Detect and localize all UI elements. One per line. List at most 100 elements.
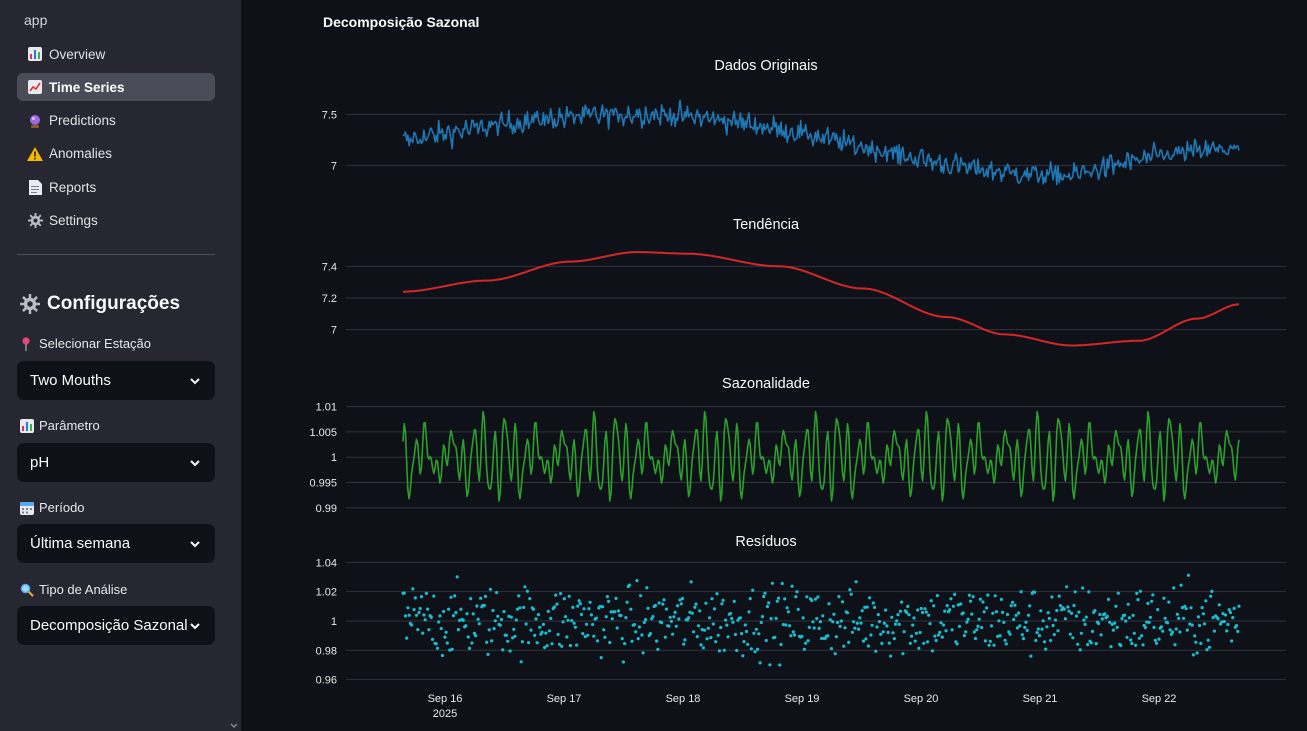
- residual-point: [927, 613, 931, 617]
- residual-point: [1225, 629, 1229, 633]
- residual-point: [748, 597, 752, 601]
- residual-point: [981, 600, 985, 604]
- residual-point: [1180, 606, 1184, 610]
- residual-point: [717, 649, 721, 653]
- residual-point: [1209, 594, 1213, 598]
- residual-point: [465, 612, 469, 616]
- residual-point: [812, 626, 816, 630]
- residual-point: [535, 641, 539, 645]
- residual-point: [811, 620, 815, 624]
- residual-point: [683, 638, 687, 642]
- residual-point: [871, 601, 875, 605]
- nav-item-reports[interactable]: Reports: [17, 173, 215, 201]
- residual-point: [573, 625, 577, 629]
- residual-point: [587, 607, 591, 611]
- residual-point: [657, 601, 661, 605]
- nav-item-predictions[interactable]: Predictions: [17, 107, 215, 135]
- residual-point: [925, 640, 930, 644]
- nav-item-anomalies[interactable]: Anomalies: [17, 140, 215, 168]
- bar-chart-icon: [20, 418, 34, 433]
- residual-point: [781, 623, 786, 627]
- residual-point: [589, 613, 593, 617]
- sidebar-scroll-chevron-icon[interactable]: [229, 721, 239, 731]
- app-label[interactable]: app: [24, 12, 48, 28]
- residual-point: [948, 608, 952, 612]
- residual-point: [614, 596, 618, 601]
- residual-point: [720, 602, 724, 606]
- residual-point: [924, 610, 928, 614]
- residual-point: [1182, 616, 1186, 620]
- residual-point: [461, 618, 465, 623]
- x-tick-label: Sep 16: [428, 693, 463, 705]
- residual-point: [1148, 615, 1152, 619]
- residual-point: [1200, 606, 1204, 610]
- residual-point: [498, 623, 502, 627]
- residual-point: [434, 642, 438, 646]
- residual-point: [1212, 629, 1216, 633]
- residual-point: [1065, 585, 1069, 589]
- residual-point: [1025, 628, 1029, 633]
- residual-point: [519, 660, 523, 664]
- residual-point: [973, 636, 978, 641]
- residual-point: [527, 641, 531, 645]
- residual-point: [419, 595, 424, 599]
- residual-point: [639, 594, 643, 598]
- period-select[interactable]: Última semana: [17, 524, 215, 563]
- residual-point: [682, 642, 686, 646]
- decomposition-chart[interactable]: Dados Originais 7 7.5 Tendência 7 7.2 7.4 Sazon…: [241, 0, 1307, 731]
- station-select[interactable]: Two Mouths: [17, 361, 215, 400]
- residual-point: [1151, 593, 1155, 597]
- residual-point: [1078, 648, 1082, 652]
- residual-point: [1120, 617, 1124, 621]
- residual-point: [1175, 612, 1179, 616]
- residual-point: [747, 610, 751, 614]
- residual-point: [889, 654, 893, 658]
- residual-point: [694, 602, 698, 606]
- period-label: Período: [20, 500, 85, 515]
- residual-point: [1113, 621, 1117, 625]
- residual-point: [474, 634, 478, 638]
- residual-point: [534, 617, 538, 621]
- nav-item-overview[interactable]: Overview: [17, 40, 215, 68]
- residual-point: [655, 639, 659, 643]
- residual-point: [810, 598, 814, 603]
- residual-point: [861, 639, 866, 643]
- parameter-label-text: Parâmetro: [39, 418, 100, 433]
- y-tick-label: 1.01: [316, 402, 337, 414]
- nav-label: Time Series: [49, 79, 125, 95]
- residual-point: [1046, 611, 1050, 615]
- analysis-select[interactable]: Decomposição Sazonal: [17, 606, 215, 645]
- y-tick-label: 0.995: [309, 478, 337, 490]
- residual-point: [442, 609, 446, 614]
- residual-point: [1166, 621, 1170, 625]
- residual-point: [1232, 606, 1236, 611]
- residual-point: [706, 626, 710, 630]
- residual-point: [496, 614, 500, 618]
- residual-point: [466, 635, 470, 639]
- residual-point: [1185, 628, 1189, 632]
- residual-point: [1036, 627, 1040, 631]
- residual-point: [966, 617, 970, 621]
- residual-point: [828, 618, 832, 622]
- residual-point: [731, 620, 735, 624]
- residual-point: [406, 606, 410, 610]
- parameter-select[interactable]: pH: [17, 443, 215, 482]
- nav-item-settings[interactable]: Settings: [17, 206, 215, 234]
- residual-point: [627, 583, 632, 587]
- residual-point: [999, 597, 1004, 602]
- residual-point: [501, 648, 505, 652]
- residual-point: [789, 634, 793, 638]
- residual-point: [847, 640, 851, 645]
- residual-point: [1008, 632, 1012, 636]
- residual-point: [504, 633, 508, 637]
- residual-point: [1156, 608, 1160, 612]
- residual-point: [906, 604, 910, 609]
- residual-point: [1066, 605, 1070, 609]
- residual-point: [1042, 640, 1047, 644]
- residual-point: [934, 638, 938, 643]
- nav-item-time-series[interactable]: Time Series: [17, 73, 215, 102]
- residual-point: [531, 607, 536, 611]
- residual-point: [869, 633, 873, 637]
- residual-point: [1039, 609, 1043, 613]
- residual-point: [957, 624, 962, 629]
